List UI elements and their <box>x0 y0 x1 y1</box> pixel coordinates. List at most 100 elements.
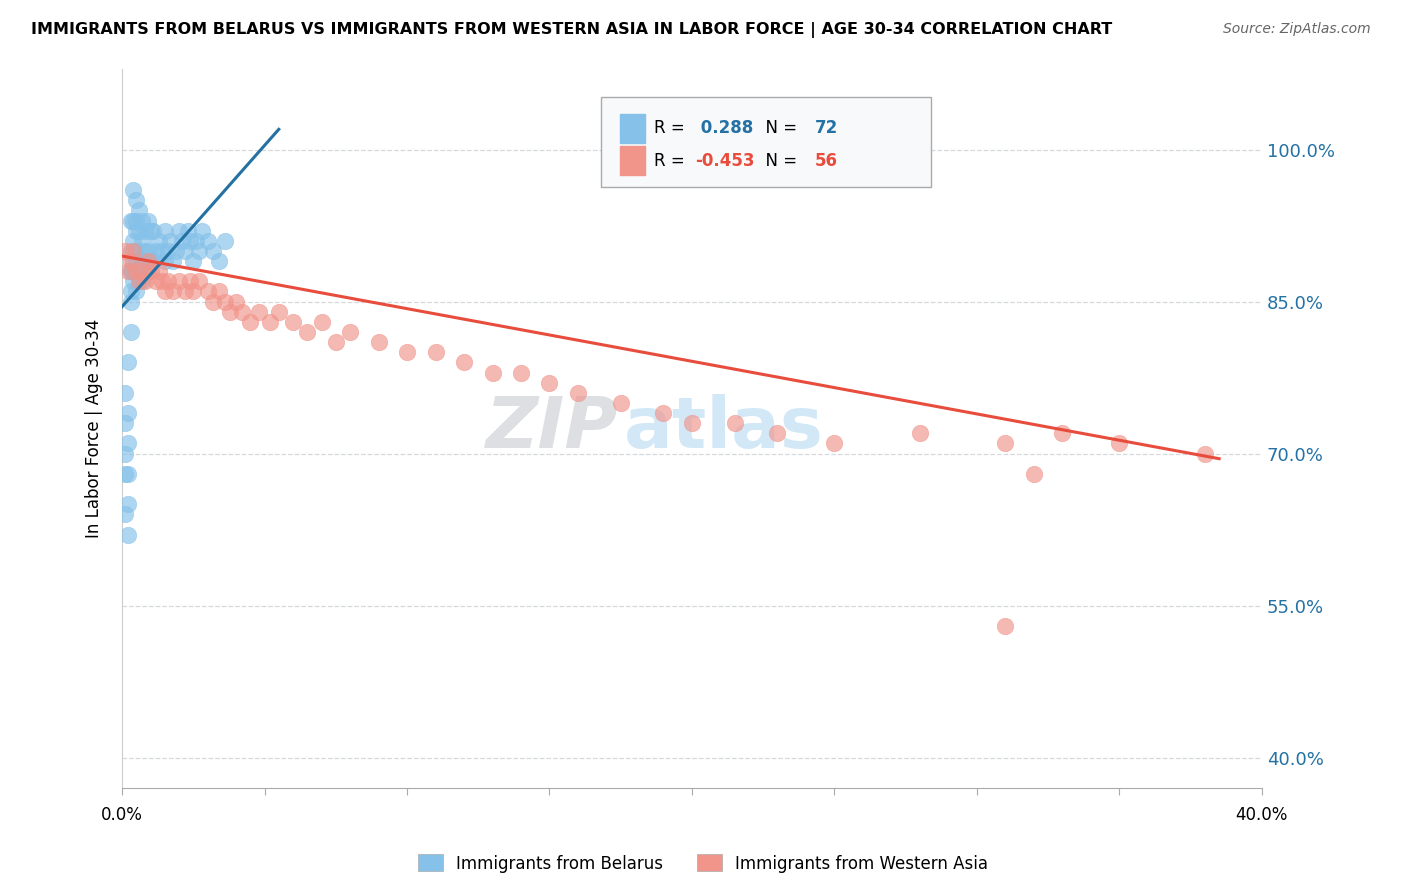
Point <box>176 224 198 238</box>
Point <box>197 285 219 299</box>
Point <box>162 285 184 299</box>
Point <box>148 234 170 248</box>
Point <box>145 274 167 288</box>
Legend: Immigrants from Belarus, Immigrants from Western Asia: Immigrants from Belarus, Immigrants from… <box>412 847 994 880</box>
Point <box>134 264 156 278</box>
Text: 0.0%: 0.0% <box>101 806 143 824</box>
Point <box>167 274 190 288</box>
Point <box>153 254 176 268</box>
Point <box>197 234 219 248</box>
Point <box>167 224 190 238</box>
Point <box>181 254 204 268</box>
Point <box>159 234 181 248</box>
Point <box>162 254 184 268</box>
Point <box>120 264 142 278</box>
Point <box>481 366 503 380</box>
Point <box>165 244 187 258</box>
Point <box>567 385 589 400</box>
Point <box>117 467 139 481</box>
Text: N =: N = <box>755 120 801 137</box>
Point <box>128 264 150 278</box>
Point <box>1022 467 1045 481</box>
Point <box>538 376 561 390</box>
Point <box>120 294 142 309</box>
Point <box>120 285 142 299</box>
Point <box>131 264 153 278</box>
Text: Source: ZipAtlas.com: Source: ZipAtlas.com <box>1223 22 1371 37</box>
Point <box>122 244 145 258</box>
Point <box>128 274 150 288</box>
Text: 72: 72 <box>815 120 838 137</box>
Point <box>453 355 475 369</box>
Point <box>117 497 139 511</box>
Text: 40.0%: 40.0% <box>1236 806 1288 824</box>
Point <box>122 183 145 197</box>
Point <box>208 285 231 299</box>
Point <box>153 224 176 238</box>
Bar <box>620 146 645 175</box>
Point <box>122 264 145 278</box>
Text: 56: 56 <box>815 152 838 169</box>
Point <box>125 194 148 208</box>
Point <box>128 274 150 288</box>
Point <box>225 294 247 309</box>
Point <box>122 213 145 227</box>
Point <box>281 315 304 329</box>
Point <box>724 416 747 430</box>
Point <box>173 244 195 258</box>
Text: -0.453: -0.453 <box>696 152 755 169</box>
Text: N =: N = <box>755 152 801 169</box>
Point <box>1052 426 1074 441</box>
Point <box>139 224 162 238</box>
Point <box>136 213 159 227</box>
Point <box>908 426 931 441</box>
Text: R =: R = <box>654 152 690 169</box>
Point <box>136 244 159 258</box>
Point <box>134 244 156 258</box>
Point <box>125 254 148 268</box>
Point <box>136 254 159 268</box>
Point <box>1194 447 1216 461</box>
Point <box>153 285 176 299</box>
Point <box>267 304 290 318</box>
Point <box>131 234 153 248</box>
Point <box>609 396 631 410</box>
Point <box>131 254 153 268</box>
Point <box>128 203 150 218</box>
Point <box>179 234 201 248</box>
Point <box>114 508 136 522</box>
Point <box>142 224 165 238</box>
Point <box>186 234 208 248</box>
Point <box>131 274 153 288</box>
Point <box>156 244 179 258</box>
Point <box>117 355 139 369</box>
Point <box>136 264 159 278</box>
Point <box>208 254 231 268</box>
Point <box>367 335 389 350</box>
Point <box>188 244 211 258</box>
Point <box>120 213 142 227</box>
Point <box>202 294 225 309</box>
Point <box>114 467 136 481</box>
Point <box>425 345 447 359</box>
Point <box>297 325 319 339</box>
Point <box>170 234 193 248</box>
Point <box>120 254 142 268</box>
Bar <box>620 114 645 143</box>
Point <box>156 274 179 288</box>
Text: ZIP: ZIP <box>485 393 617 463</box>
Text: R =: R = <box>654 120 690 137</box>
Text: IMMIGRANTS FROM BELARUS VS IMMIGRANTS FROM WESTERN ASIA IN LABOR FORCE | AGE 30-: IMMIGRANTS FROM BELARUS VS IMMIGRANTS FR… <box>31 22 1112 38</box>
Point <box>259 315 281 329</box>
Point <box>117 264 139 278</box>
Point <box>117 527 139 541</box>
Point <box>179 274 201 288</box>
Point <box>139 254 162 268</box>
Point <box>214 294 236 309</box>
Point <box>247 304 270 318</box>
Point <box>114 416 136 430</box>
Point <box>114 385 136 400</box>
Text: 0.288: 0.288 <box>696 120 754 137</box>
Point <box>191 224 214 238</box>
Point <box>120 325 142 339</box>
